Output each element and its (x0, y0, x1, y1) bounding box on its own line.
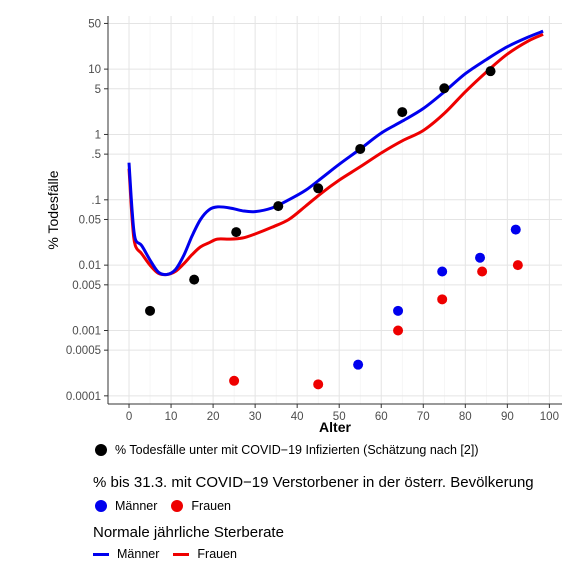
legend-covid-row: Männer Frauen (95, 499, 245, 513)
x-tick-label: 0 (126, 411, 132, 423)
legend-normal-row: Männer Frauen (93, 547, 251, 561)
blue-line-icon (93, 552, 109, 556)
legend-covid-title: % bis 31.3. mit COVID−19 Verstorbener in… (93, 474, 534, 491)
y-tick-label: 5 (95, 84, 101, 96)
covid-men-point (437, 266, 448, 277)
x-axis-label: Alter (319, 419, 351, 435)
y-tick-label: 50 (88, 18, 101, 30)
covid-women-point (393, 325, 404, 336)
y-tick-label: 0.01 (79, 260, 101, 272)
y-tick-label: .5 (91, 149, 101, 161)
y-tick-label: 0.001 (72, 325, 101, 337)
y-tick-label: 0.05 (79, 214, 101, 226)
ifr-point (355, 143, 366, 154)
black-dot-icon (95, 444, 107, 456)
legend-normal-women-label: Frauen (197, 547, 237, 561)
ifr-point (231, 227, 242, 238)
x-tick-label: 30 (249, 411, 262, 423)
legend-ifr-label: % Todesfälle unter mit COVID−19 Infizier… (115, 443, 479, 457)
ifr-point (439, 83, 450, 94)
x-tick-label: 10 (165, 411, 178, 423)
x-tick-label: 40 (291, 411, 304, 423)
grid (108, 16, 562, 404)
ifr-point (189, 274, 200, 285)
red-line-icon (173, 552, 190, 556)
legend-ifr: % Todesfälle unter mit COVID−19 Infizier… (95, 443, 493, 457)
covid-women-point (313, 379, 324, 390)
x-tick-label: 60 (375, 411, 388, 423)
x-tick-label: 100 (540, 411, 559, 423)
x-tick-label: 20 (207, 411, 220, 423)
ifr-point (273, 201, 284, 212)
covid-women-point (477, 266, 488, 277)
covid-men-point (510, 224, 521, 235)
covid-men-point (393, 305, 404, 316)
covid-men-point (475, 252, 486, 263)
red-dot-icon (171, 500, 184, 512)
x-tick-label: 70 (417, 411, 430, 423)
x-tick-label: 80 (459, 411, 472, 423)
y-axis-label: % Todesfälle (45, 170, 61, 249)
legend-covid-women-label: Frauen (191, 499, 231, 513)
y-tick-label: 0.0001 (66, 391, 101, 403)
covid-women-point (229, 375, 240, 386)
y-tick-label: 0.0005 (66, 345, 101, 357)
y-tick-label: .1 (91, 195, 101, 207)
blue-dot-icon (95, 500, 107, 512)
y-tick-label: 10 (88, 64, 101, 76)
points (145, 66, 523, 390)
covid-women-point (512, 260, 523, 271)
y-tick-label: 0.005 (72, 280, 101, 292)
axes: 0 10 20 30 40 50 60 70 80 90 100 0.0001 0.0005 0.001 0… (66, 16, 562, 423)
legend-covid-men-label: Männer (115, 499, 158, 513)
legend-normal-men-label: Männer (117, 547, 160, 561)
y-tick-label: 1 (95, 129, 101, 141)
ifr-point (313, 183, 324, 194)
legend-normal-title: Normale jährliche Sterberate (93, 524, 284, 541)
chart: 0 10 20 30 40 50 60 70 80 90 100 0.0001 0.0005 0.001 0… (45, 16, 562, 435)
covid-women-point (437, 294, 448, 305)
ifr-point (397, 107, 408, 118)
x-tick-label: 90 (501, 411, 514, 423)
covid-men-point (353, 359, 364, 370)
ifr-point (485, 66, 496, 77)
x-tick-label: 50 (333, 411, 346, 423)
ifr-point (145, 305, 156, 316)
